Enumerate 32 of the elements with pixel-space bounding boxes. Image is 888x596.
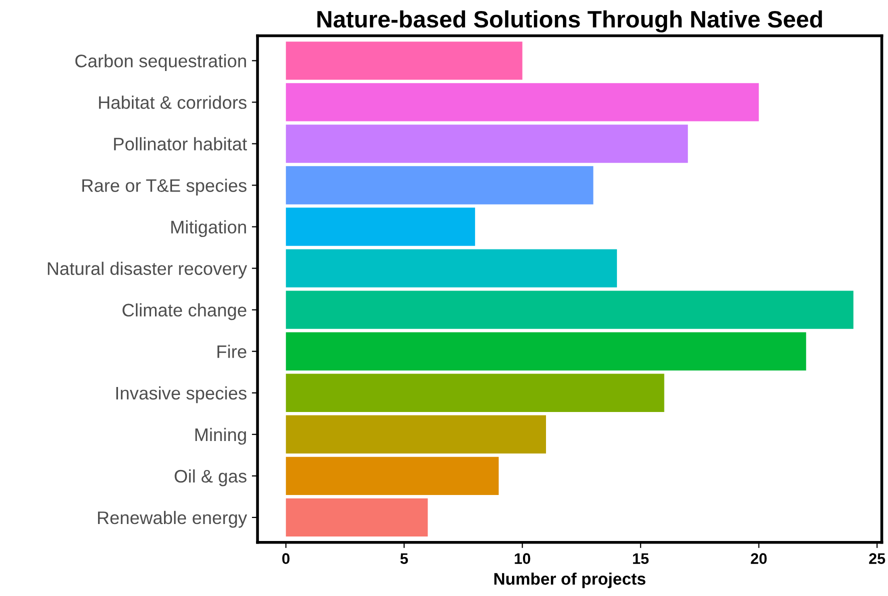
y-tick-label: Carbon sequestration bbox=[75, 54, 246, 71]
bar bbox=[286, 166, 594, 204]
bar bbox=[286, 208, 476, 246]
bar bbox=[286, 332, 806, 370]
bar bbox=[286, 249, 617, 288]
bar bbox=[286, 374, 664, 412]
y-tick-label: Climate change bbox=[122, 303, 246, 320]
y-tick-label: Invasive species bbox=[116, 386, 246, 404]
bar bbox=[286, 124, 688, 163]
bar bbox=[286, 83, 759, 122]
y-tick-label: Pollinator habitat bbox=[114, 137, 247, 150]
y-tick-label: Mitigation bbox=[171, 220, 246, 238]
x-axis-title: Number of projects bbox=[494, 572, 646, 588]
chart-title: Nature-based Solutions Through Native Seed bbox=[317, 10, 822, 32]
y-tick-label: Rare or T&E species bbox=[82, 178, 246, 196]
y-tick-label: Renewable energy bbox=[98, 510, 248, 528]
y-tick-label: Oil & gas bbox=[174, 469, 246, 486]
bar bbox=[286, 498, 428, 537]
bar bbox=[286, 415, 546, 454]
bar bbox=[286, 290, 854, 329]
y-tick-label: Natural disaster recovery bbox=[48, 262, 248, 279]
x-tick-label: 25 bbox=[869, 553, 886, 564]
x-tick-label: 5 bbox=[400, 553, 408, 564]
bar bbox=[286, 42, 522, 80]
x-tick-label: 20 bbox=[750, 553, 767, 564]
bar bbox=[286, 456, 499, 496]
y-tick-label: Mining bbox=[195, 428, 246, 445]
x-tick-label: 0 bbox=[282, 553, 290, 564]
x-tick-label: 15 bbox=[633, 553, 649, 564]
x-tick-label: 10 bbox=[514, 553, 530, 564]
y-tick-label: Fire bbox=[217, 344, 246, 358]
y-tick-label: Habitat & corridors bbox=[99, 96, 246, 109]
